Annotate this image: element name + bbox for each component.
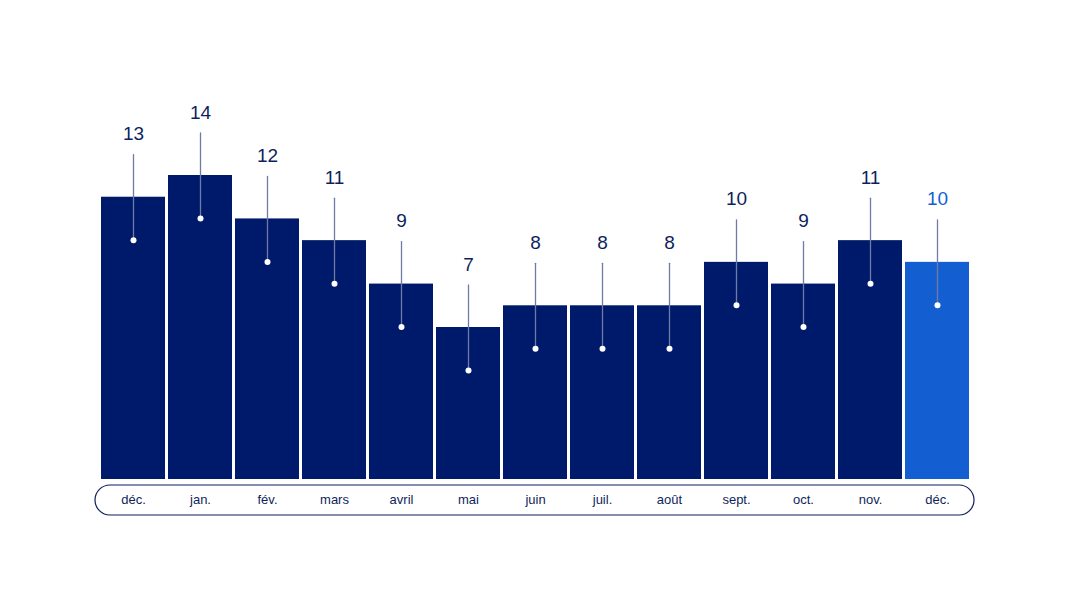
svg-text:11: 11 bbox=[325, 167, 345, 188]
svg-text:10: 10 bbox=[927, 188, 948, 209]
svg-text:9: 9 bbox=[396, 210, 407, 231]
svg-text:août: août bbox=[657, 492, 683, 507]
svg-text:mars: mars bbox=[320, 492, 349, 507]
svg-text:sept.: sept. bbox=[722, 492, 750, 507]
svg-text:8: 8 bbox=[530, 232, 541, 253]
svg-text:fév.: fév. bbox=[258, 492, 278, 507]
svg-text:déc.: déc. bbox=[925, 492, 950, 507]
svg-text:10: 10 bbox=[726, 188, 747, 209]
svg-text:nov.: nov. bbox=[859, 492, 883, 507]
svg-text:7: 7 bbox=[463, 254, 474, 275]
svg-text:juin: juin bbox=[524, 492, 545, 507]
svg-text:11: 11 bbox=[861, 167, 881, 188]
svg-text:avril: avril bbox=[390, 492, 414, 507]
svg-text:14: 14 bbox=[190, 102, 212, 123]
svg-text:déc.: déc. bbox=[121, 492, 146, 507]
svg-text:jan.: jan. bbox=[189, 492, 211, 507]
svg-text:juil.: juil. bbox=[592, 492, 613, 507]
svg-text:8: 8 bbox=[664, 232, 675, 253]
svg-text:12: 12 bbox=[257, 145, 278, 166]
svg-text:9: 9 bbox=[798, 210, 809, 231]
svg-text:mai: mai bbox=[458, 492, 479, 507]
svg-text:8: 8 bbox=[597, 232, 608, 253]
svg-text:13: 13 bbox=[123, 123, 144, 144]
svg-text:oct.: oct. bbox=[793, 492, 814, 507]
